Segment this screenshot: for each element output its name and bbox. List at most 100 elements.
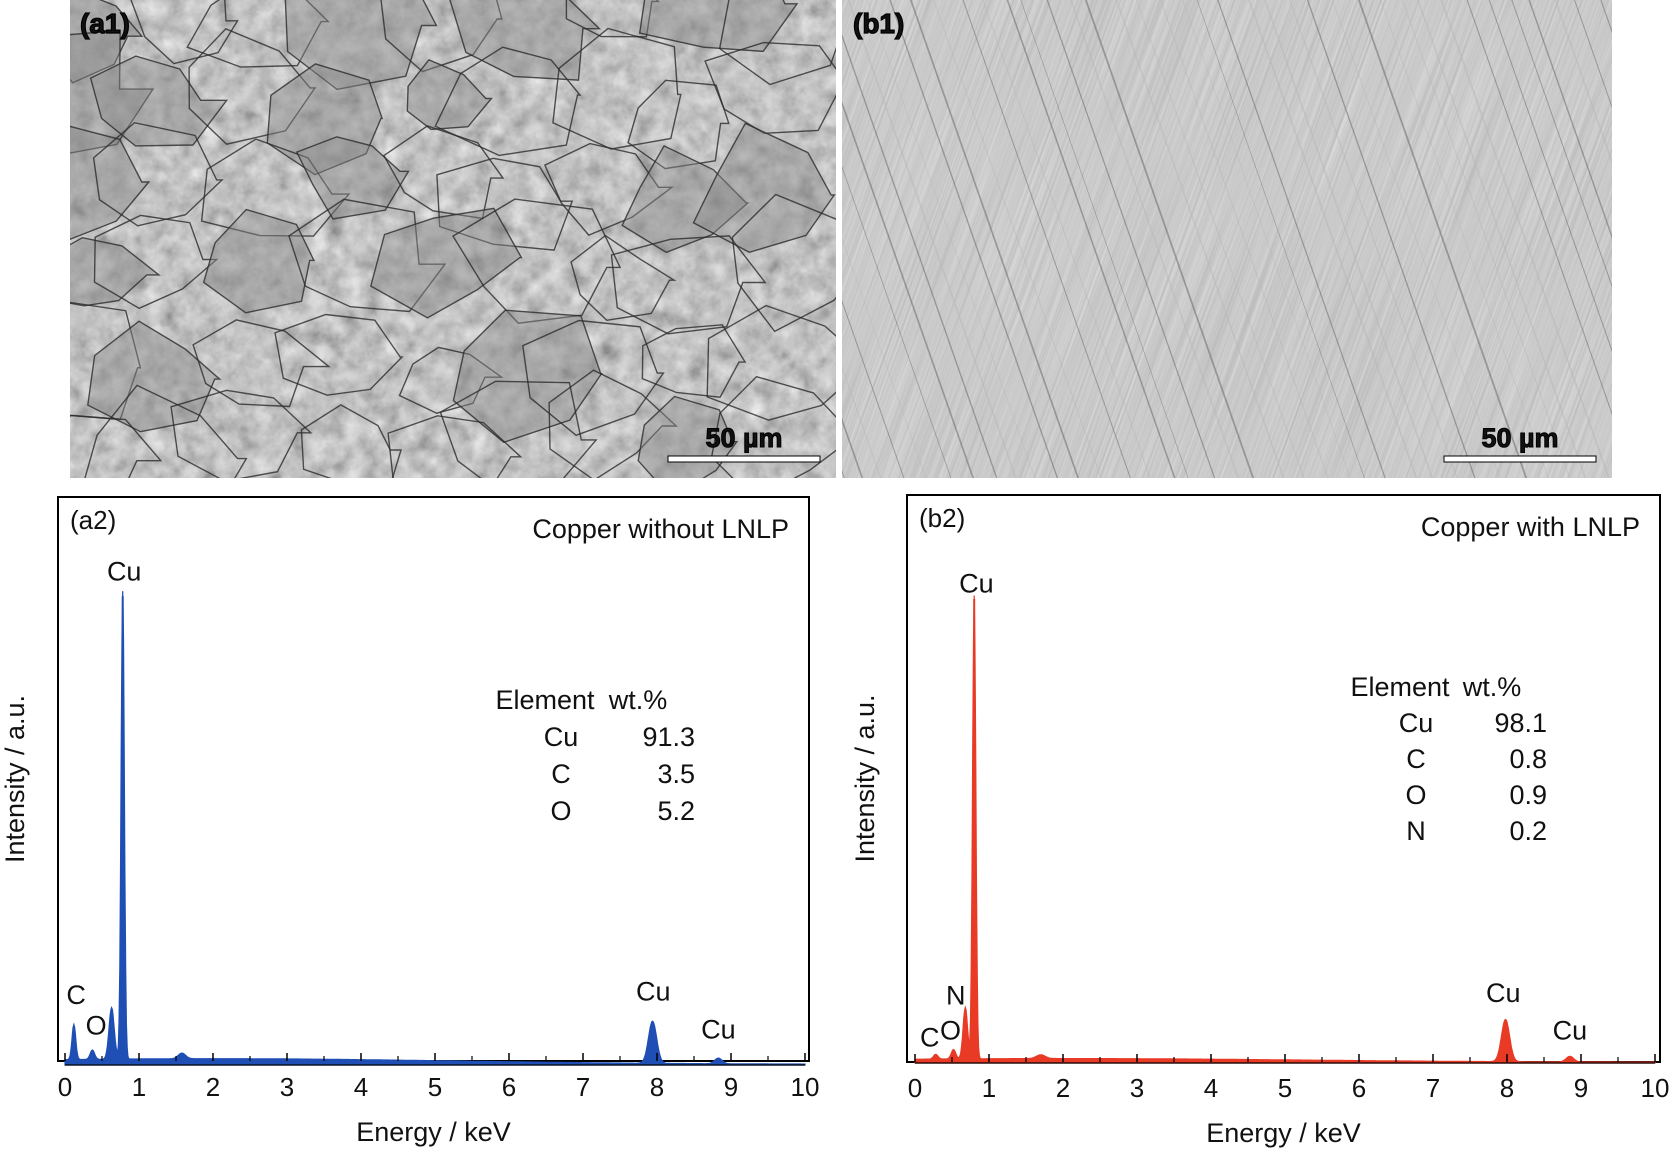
- grain-boundary: [627, 79, 730, 170]
- x-tick-label: 10: [791, 1072, 820, 1102]
- scratch-line: [842, 237, 927, 478]
- x-tick-label: 3: [1130, 1073, 1144, 1103]
- peak-label: C: [920, 1023, 940, 1053]
- scale-bar-label: 50 µm: [1481, 423, 1558, 453]
- x-tick-label: 2: [1056, 1073, 1070, 1103]
- scratch-line: [842, 100, 974, 478]
- table-cell-wt: 98.1: [1494, 708, 1547, 738]
- grain-boundary: [522, 319, 665, 437]
- grain-boundary: [266, 63, 384, 176]
- table-cell-element: O: [1405, 780, 1426, 810]
- grain-boundary: [382, 125, 505, 220]
- x-tick-label: 10: [1641, 1073, 1670, 1103]
- x-tick-label: 3: [280, 1072, 294, 1102]
- grain-boundary: [70, 0, 144, 84]
- scratch-line: [1401, 0, 1571, 478]
- peak-label: O: [940, 1016, 961, 1046]
- grain-boundary: [202, 208, 316, 314]
- peak-label: Cu: [701, 1014, 736, 1044]
- x-tick-label: 5: [428, 1072, 442, 1102]
- scratch-line: [982, 0, 1151, 478]
- micrograph-a1: [70, 0, 836, 478]
- scratch-line: [1488, 0, 1612, 353]
- x-tick-label: 0: [908, 1073, 922, 1103]
- table-cell-element: C: [551, 759, 571, 789]
- micrograph-b1-scratches: [842, 0, 1612, 478]
- table-header-wt: wt.%: [1462, 672, 1522, 702]
- grain-boundary: [70, 125, 151, 240]
- table-cell-element: C: [1406, 744, 1426, 774]
- scratch-line: [842, 299, 905, 478]
- scratch-line: [867, 0, 1036, 478]
- table-cell-wt: 5.2: [657, 796, 695, 826]
- peak-label: Cu: [636, 976, 671, 1006]
- panel-label: (a2): [70, 505, 116, 535]
- scratch-line: [909, 0, 1080, 478]
- table-cell-wt: 0.2: [1509, 816, 1547, 846]
- peak-label: Cu: [107, 557, 142, 587]
- scratch-line: [1417, 0, 1587, 478]
- panel-label: (b2): [919, 503, 965, 533]
- x-axis-label: Energy / keV: [1206, 1118, 1361, 1148]
- peak-label: Cu: [1553, 1016, 1588, 1046]
- scale-bar-line: [1443, 455, 1597, 463]
- grain-boundary: [295, 136, 410, 220]
- peak-label: C: [66, 980, 86, 1010]
- scale-bar-line: [667, 455, 821, 463]
- x-tick-label: 9: [724, 1072, 738, 1102]
- grain-boundary: [570, 234, 677, 322]
- grain-boundary: [548, 369, 678, 478]
- grain-boundary: [434, 46, 582, 157]
- peak-label: N: [946, 981, 966, 1011]
- x-tick-label: 6: [1352, 1073, 1366, 1103]
- scratch-line: [1306, 0, 1476, 478]
- grain-boundary: [452, 198, 622, 324]
- grain-boundary: [274, 313, 404, 396]
- grain-boundary: [89, 55, 229, 147]
- plot-frame: [906, 494, 1661, 1063]
- y-axis-label: Intensity / a.u.: [850, 694, 880, 862]
- y-axis-label: Intensity / a.u.: [0, 695, 30, 863]
- table-cell-element: Cu: [544, 722, 579, 752]
- grain-boundary: [439, 380, 598, 478]
- x-tick-label: 7: [576, 1072, 590, 1102]
- x-tick-label: 1: [132, 1072, 146, 1102]
- scratch-line: [1196, 0, 1365, 478]
- grain-boundary: [288, 198, 447, 313]
- x-tick-label: 1: [982, 1073, 996, 1103]
- scratch-line: [1511, 0, 1612, 288]
- table-cell-element: O: [550, 796, 571, 826]
- scratch-line: [1289, 0, 1458, 478]
- x-tick-label: 0: [58, 1072, 72, 1102]
- scratch-line: [1264, 0, 1434, 478]
- grain-boundary: [70, 29, 155, 154]
- scratch-line: [933, 0, 1102, 478]
- table-cell-wt: 0.8: [1509, 744, 1547, 774]
- scratch-line: [962, 0, 1131, 478]
- scratch-line: [1006, 0, 1176, 478]
- scratch-line: [1182, 0, 1351, 478]
- grain-boundary: [92, 121, 224, 227]
- micrograph-a1-grain-boundaries: [70, 0, 836, 478]
- grain-boundary: [387, 415, 523, 478]
- table-header-element: Element: [1350, 672, 1450, 702]
- peak-label: Cu: [1486, 978, 1521, 1008]
- scratch-line: [1332, 0, 1501, 478]
- eds-spectrum-a2: 0 1 2 3 4 5 6 7 8 9 10 Energy / keV Intensity / a.u.…: [0, 496, 820, 1147]
- scratch-line: [847, 0, 1017, 478]
- scratch-line: [1217, 0, 1386, 478]
- grain-boundary: [87, 320, 222, 433]
- x-tick-label: 5: [1278, 1073, 1292, 1103]
- scratch-line: [1440, 0, 1610, 478]
- scratch-line: [842, 165, 952, 478]
- grain-boundary: [380, 0, 503, 73]
- grain-boundary: [449, 0, 602, 81]
- grain-boundary: [706, 304, 836, 421]
- grain-boundary: [704, 41, 836, 135]
- scratch-line: [1248, 0, 1418, 478]
- x-tick-label: 8: [650, 1072, 664, 1102]
- grain-boundary: [406, 58, 493, 131]
- grain-boundary: [130, 0, 239, 65]
- eds-spectrum-b2: 0 1 2 3 4 5 6 7 8 9 10 Energy / keV Intensity / a.u.…: [850, 494, 1670, 1148]
- scratch-line: [1136, 0, 1305, 478]
